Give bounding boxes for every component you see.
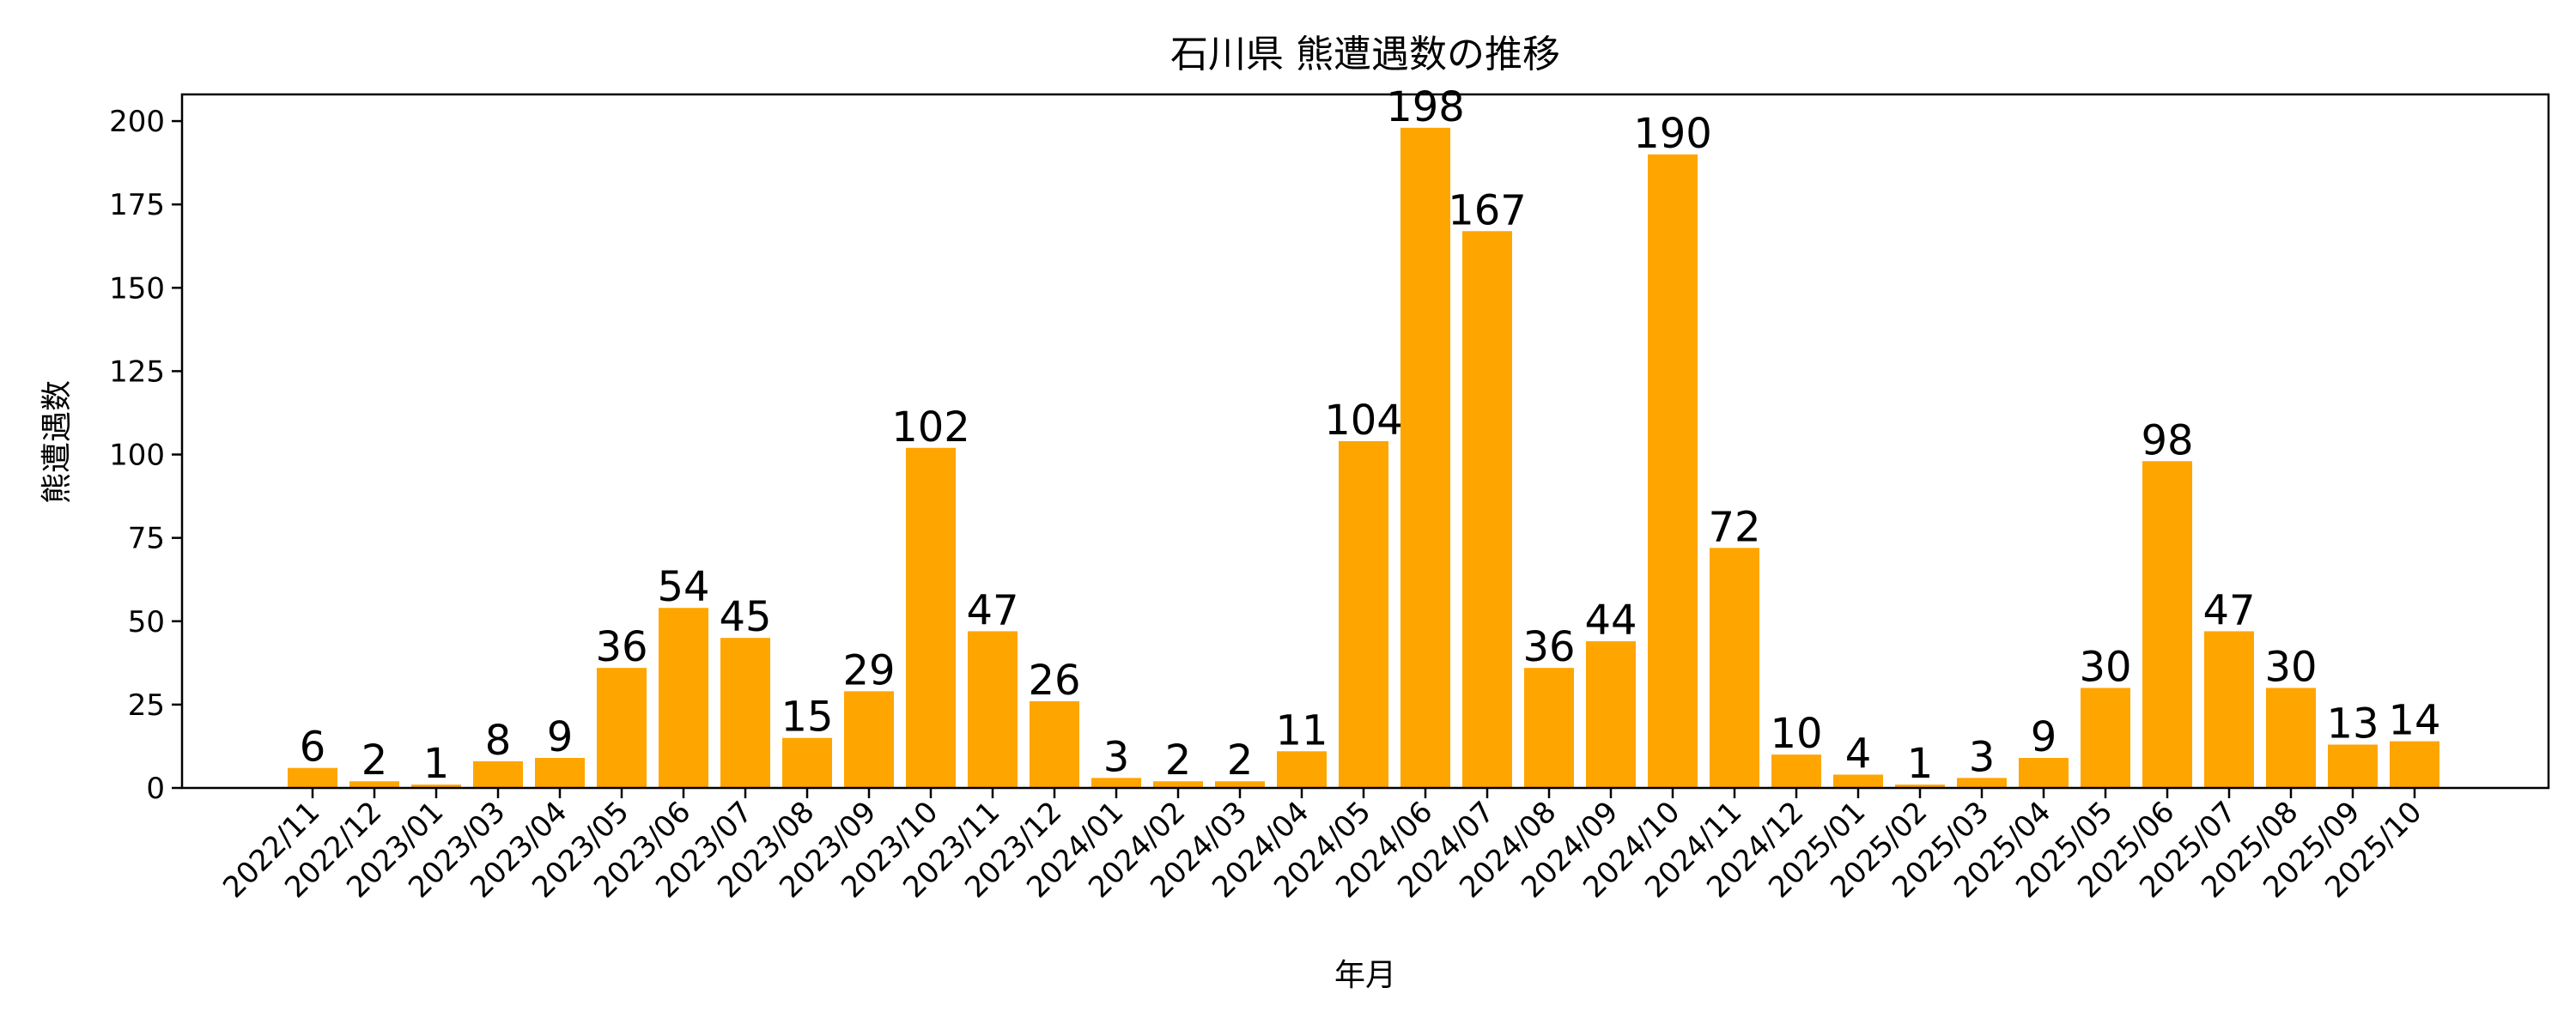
bar-value-label: 30 bbox=[2264, 643, 2317, 691]
bar-2023-01 bbox=[411, 785, 461, 788]
bar-2022-11 bbox=[288, 767, 337, 788]
y-tick-label: 0 bbox=[146, 772, 165, 806]
x-axis-label: 年月 bbox=[1334, 958, 1396, 993]
bar-value-label: 104 bbox=[1324, 397, 1403, 445]
y-tick-label: 25 bbox=[128, 688, 165, 723]
bar-2025-09 bbox=[2328, 744, 2378, 788]
bar-2023-09 bbox=[844, 691, 894, 788]
y-axis: 0 25 50 75 100 125 150 175 200 bbox=[109, 105, 182, 806]
bar-value-label: 14 bbox=[2388, 697, 2440, 745]
bar-value-label: 72 bbox=[1708, 503, 1760, 551]
plot-frame bbox=[180, 93, 2550, 790]
y-tick-label: 50 bbox=[128, 605, 165, 639]
bar-value-label: 2 bbox=[1227, 736, 1254, 785]
bar-value-label: 30 bbox=[2079, 643, 2131, 691]
bar-value-label: 167 bbox=[1448, 186, 1527, 234]
bar-2023-08 bbox=[782, 737, 832, 788]
bar-value-label: 190 bbox=[1633, 110, 1712, 158]
y-axis-label: 熊遭遇数 bbox=[39, 380, 75, 504]
y-tick-label: 100 bbox=[109, 439, 165, 473]
bar-2023-10 bbox=[906, 447, 956, 788]
bar-value-label: 36 bbox=[595, 623, 647, 671]
bar-2024-01 bbox=[1091, 778, 1141, 788]
y-tick-label: 125 bbox=[109, 354, 165, 389]
bar-2025-06 bbox=[2142, 461, 2192, 788]
bar-value-label: 54 bbox=[657, 563, 709, 611]
bar-2025-05 bbox=[2081, 688, 2130, 788]
y-tick-label: 150 bbox=[109, 271, 165, 306]
bar-value-label: 9 bbox=[547, 713, 574, 761]
bar-value-label: 4 bbox=[1845, 730, 1872, 778]
bar-value-label: 13 bbox=[2326, 700, 2379, 748]
bar-2024-03 bbox=[1215, 781, 1265, 788]
bar-value-label: 44 bbox=[1584, 597, 1637, 645]
bar-value-label: 198 bbox=[1386, 83, 1465, 131]
bar-2023-12 bbox=[1030, 701, 1079, 788]
bar-2022-12 bbox=[349, 781, 399, 788]
bar-2023-07 bbox=[720, 638, 770, 788]
bar-2024-06 bbox=[1400, 127, 1450, 788]
bar-2024-05 bbox=[1339, 441, 1388, 788]
y-tick-label: 200 bbox=[109, 105, 165, 139]
bar-value-label: 3 bbox=[1969, 733, 1996, 781]
bar-2023-04 bbox=[535, 758, 585, 788]
bar-2025-01 bbox=[1833, 774, 1883, 788]
bars-group bbox=[288, 127, 2439, 788]
x-axis: 2022/112022/122023/012023/032023/042023/… bbox=[216, 788, 2428, 905]
bar-2025-03 bbox=[1957, 778, 2007, 788]
bar-value-label: 3 bbox=[1103, 733, 1130, 781]
bar-value-label: 15 bbox=[781, 694, 833, 742]
bar-value-label: 47 bbox=[2202, 586, 2255, 634]
bar-value-label: 29 bbox=[842, 646, 895, 694]
chart-title: 石川県 熊遭遇数の推移 bbox=[1170, 33, 1560, 76]
bar-2025-02 bbox=[1895, 785, 1945, 788]
bar-value-label: 10 bbox=[1770, 710, 1822, 758]
bar-value-label: 98 bbox=[2141, 416, 2193, 464]
bar-2025-04 bbox=[2019, 758, 2069, 788]
bar-2024-04 bbox=[1277, 751, 1327, 788]
bar-value-label: 2 bbox=[1165, 736, 1192, 785]
bar-value-label: 9 bbox=[2031, 713, 2057, 761]
bar-2024-09 bbox=[1586, 641, 1636, 788]
bar-2025-10 bbox=[2390, 741, 2439, 788]
bar-2024-07 bbox=[1462, 231, 1512, 788]
bar-2023-05 bbox=[597, 668, 647, 788]
bar-2024-08 bbox=[1524, 668, 1574, 788]
bar-2023-11 bbox=[968, 631, 1018, 788]
bar-2024-10 bbox=[1648, 154, 1698, 788]
bar-value-label: 45 bbox=[719, 593, 771, 641]
bar-2024-12 bbox=[1771, 754, 1821, 788]
bar-value-label: 2 bbox=[361, 736, 388, 785]
y-tick-label: 75 bbox=[128, 522, 165, 556]
bar-value-label: 102 bbox=[891, 403, 970, 451]
y-tick-label: 175 bbox=[109, 188, 165, 222]
bar-2025-08 bbox=[2266, 688, 2316, 788]
bar-value-label: 1 bbox=[1907, 740, 1934, 788]
bar-value-label: 47 bbox=[966, 586, 1018, 634]
bar-value-label: 8 bbox=[485, 717, 512, 765]
bar-2024-11 bbox=[1710, 548, 1759, 788]
bar-value-label: 11 bbox=[1275, 706, 1327, 754]
bar-value-label: 36 bbox=[1522, 623, 1575, 671]
bar-2023-03 bbox=[473, 760, 523, 788]
bar-value-label: 6 bbox=[300, 724, 326, 772]
bar-2024-02 bbox=[1153, 781, 1203, 788]
bar-value-label: 26 bbox=[1028, 657, 1080, 705]
bar-2023-06 bbox=[659, 608, 708, 788]
bar-2025-07 bbox=[2204, 631, 2254, 788]
bar-value-label: 1 bbox=[423, 740, 450, 788]
